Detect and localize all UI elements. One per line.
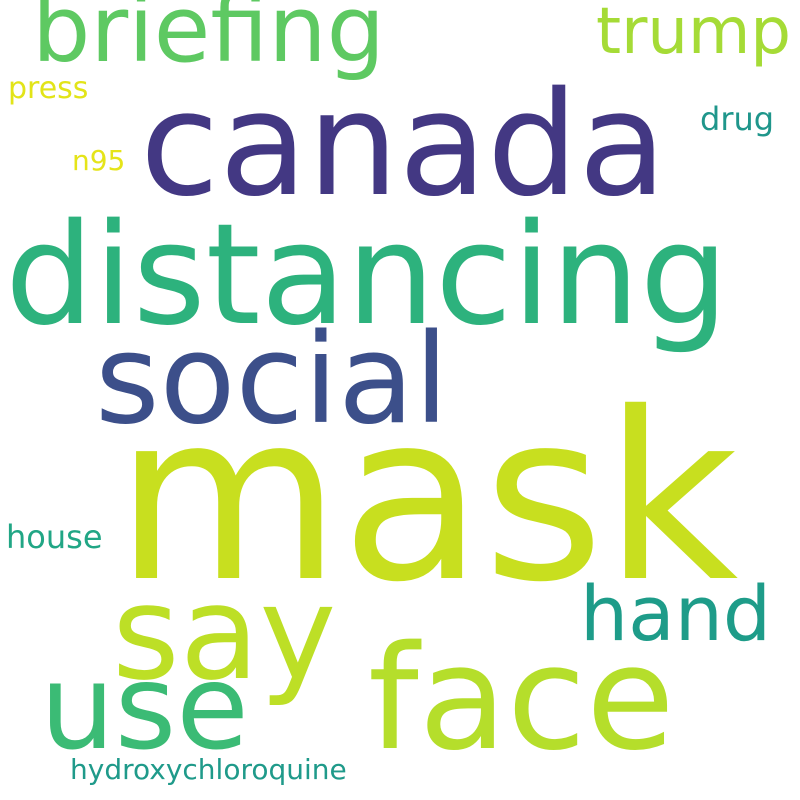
word-trump: trump — [596, 0, 791, 69]
word-drug: drug — [700, 100, 775, 138]
word-face: face — [368, 614, 675, 782]
word-hand: hand — [580, 569, 772, 658]
word-use: use — [40, 638, 249, 776]
word-n95: n95 — [72, 144, 126, 177]
word-mask: mask — [115, 363, 739, 633]
word-hydroxychloroquine: hydroxychloroquine — [70, 753, 347, 786]
word-say: say — [112, 557, 337, 709]
word-house: house — [6, 518, 103, 556]
word-canada: canada — [140, 60, 667, 228]
word-social: social — [95, 308, 449, 452]
word-briefing: briefing — [32, 0, 386, 83]
word-press: press — [8, 71, 89, 106]
word-distancing: distancing — [5, 194, 729, 357]
